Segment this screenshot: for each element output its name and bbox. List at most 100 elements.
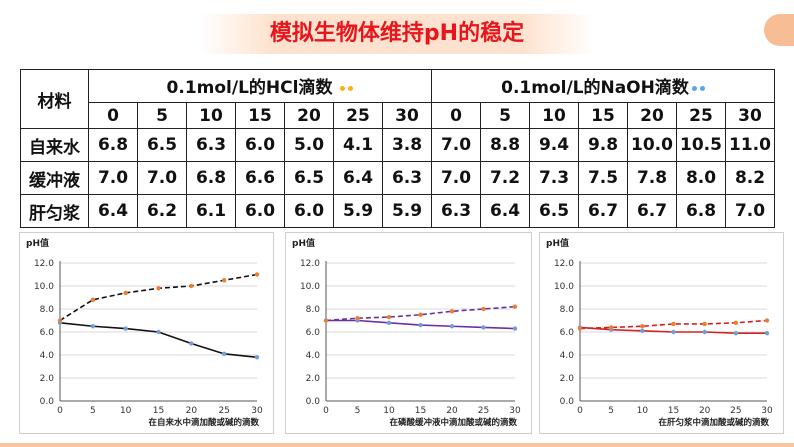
data-point-hcl — [702, 329, 707, 335]
data-point-naoh — [189, 283, 194, 289]
data-point-naoh — [418, 312, 423, 317]
y-tick-label: 2.0 — [40, 374, 55, 384]
drops-cell: 10 — [529, 101, 579, 130]
naoh-value-cell: 6.4 — [480, 194, 530, 228]
drops-cell: 20 — [284, 101, 334, 130]
material-name: 自来水 — [20, 128, 89, 163]
y-tick-label: 8.0 — [306, 305, 321, 315]
drops-cell: 30 — [382, 101, 432, 130]
drops-cell: 15 — [578, 101, 628, 130]
data-point-hcl — [640, 328, 645, 334]
data-point-hcl — [386, 320, 392, 325]
series-line-hcl — [59, 322, 258, 359]
hcl-header: 0.1mol/L的HCl滴数 — [88, 69, 432, 103]
hcl-value-cell: 6.2 — [137, 194, 187, 228]
page-title: 模拟生物体维持pH的稳定 — [269, 21, 525, 46]
x-axis-label: 在肝匀浆中滴加酸或碱的滴数 — [658, 417, 769, 428]
x-tick-label: 0 — [323, 406, 329, 416]
x-axis-label: 在自来水中滴加酸或碱的滴数 — [148, 417, 259, 428]
y-tick-label: 12.0 — [34, 259, 54, 269]
data-point-naoh — [733, 320, 739, 325]
hcl-value-cell: 6.4 — [88, 194, 138, 228]
hcl-value-cell: 6.8 — [186, 161, 236, 196]
drops-cell: 20 — [627, 101, 677, 130]
y-tick-label: 8.0 — [560, 305, 575, 315]
decorative-bar — [764, 14, 794, 46]
naoh-value-cell: 9.8 — [578, 128, 628, 163]
y-tick-label: 12.0 — [554, 259, 574, 269]
chart-liver: pH值 0.0 2.0 4.0 6.0 8.0 10.0 12.0 0 5 10 15 20 25 30 在肝… — [539, 232, 784, 434]
hcl-value-cell: 6.4 — [333, 161, 383, 196]
x-tick-label: 15 — [153, 406, 164, 416]
hcl-value-cell: 6.6 — [235, 161, 285, 196]
hcl-value-cell: 6.3 — [186, 128, 236, 163]
y-tick-label: 2.0 — [306, 374, 321, 384]
y-tick-label: 10.0 — [34, 282, 54, 292]
data-point-naoh — [671, 321, 676, 327]
data-point-hcl — [512, 326, 518, 331]
data-point-naoh — [90, 297, 96, 302]
data-point-hcl — [449, 324, 455, 329]
ph-data-table: 材料 0.1mol/L的HCl滴数 0.1mol/L的NaOH滴数 0 5 10 15 20 2… — [20, 68, 775, 228]
table-row: 自来水 6.8 6.5 6.3 6.0 5.0 4.1 3.8 7.0 8.8 9.4 9.8 10.0… — [20, 128, 775, 163]
chart-tap-water: pH值 0.0 2.0 4.0 6.0 8.0 10.0 12.0 0 5 10 15 20 25 30 在自… — [19, 232, 274, 434]
x-axis-label: 在磷酸缓冲液中滴加酸或碱的滴数 — [389, 417, 517, 428]
y-tick-label: 0.0 — [306, 397, 321, 407]
y-tick-label: 6.0 — [40, 328, 55, 338]
x-tick-label: 15 — [668, 406, 679, 416]
x-tick-label: 15 — [415, 406, 426, 416]
data-point-naoh — [481, 306, 486, 312]
data-point-hcl — [671, 329, 676, 335]
hcl-value-cell: 5.0 — [284, 128, 334, 163]
chart-buffer: pH值 0.0 2.0 4.0 6.0 8.0 10.0 12.0 0 5 10 15 20 25 30 在磷… — [285, 232, 532, 434]
hcl-value-cell: 6.0 — [235, 128, 285, 163]
naoh-value-cell: 6.7 — [627, 194, 677, 228]
hcl-value-cell: 6.1 — [186, 194, 236, 228]
naoh-value-cell: 11.0 — [725, 128, 775, 163]
data-point-hcl — [221, 351, 227, 357]
x-tick-label: 30 — [509, 406, 521, 416]
x-tick-label: 10 — [120, 406, 132, 416]
naoh-value-cell: 8.8 — [480, 128, 530, 163]
data-point-naoh — [608, 325, 614, 330]
hcl-value-cell: 7.0 — [88, 161, 138, 196]
hcl-value-cell: 4.1 — [333, 128, 383, 163]
x-tick-label: 10 — [637, 406, 649, 416]
naoh-value-cell: 7.0 — [431, 128, 481, 163]
y-tick-label: 4.0 — [306, 351, 321, 361]
hcl-value-cell: 6.5 — [284, 161, 334, 196]
drops-cell: 25 — [333, 101, 383, 130]
blue-dot-icon — [691, 85, 697, 91]
naoh-value-cell: 6.3 — [431, 194, 481, 228]
data-point-hcl — [254, 355, 260, 360]
title-banner: 模拟生物体维持pH的稳定 — [0, 12, 794, 56]
data-point-hcl — [733, 330, 739, 336]
naoh-value-cell: 10.0 — [627, 128, 677, 163]
data-point-hcl — [418, 322, 423, 328]
series-line-naoh — [59, 273, 258, 322]
chart-liver-svg: pH值 0.0 2.0 4.0 6.0 8.0 10.0 12.0 0 5 10 15 20 25 30在肝… — [546, 237, 773, 428]
naoh-header-label: 0.1mol/L的NaOH滴数 — [501, 78, 689, 99]
data-point-naoh — [577, 326, 583, 331]
naoh-value-cell: 6.7 — [578, 194, 628, 228]
naoh-value-cell: 6.8 — [676, 194, 726, 228]
yellow-dot-icon — [340, 85, 346, 91]
data-point-naoh — [764, 318, 770, 323]
data-point-naoh — [221, 278, 227, 283]
y-tick-label: 4.0 — [560, 351, 575, 361]
data-point-naoh — [254, 272, 260, 277]
x-tick-label: 25 — [478, 406, 489, 416]
x-tick-label: 0 — [57, 406, 63, 416]
y-tick-label: 0.0 — [560, 397, 575, 407]
x-tick-label: 30 — [761, 406, 773, 416]
x-tick-label: 25 — [218, 406, 229, 416]
drops-cell: 30 — [725, 101, 775, 130]
data-point-naoh — [156, 286, 161, 291]
data-point-naoh — [512, 304, 518, 309]
x-tick-label: 5 — [608, 406, 614, 416]
hcl-value-cell: 5.9 — [333, 194, 383, 228]
data-point-naoh — [123, 290, 128, 296]
material-header: 材料 — [20, 68, 89, 130]
naoh-value-cell: 9.4 — [529, 128, 579, 163]
hcl-value-cell: 6.5 — [137, 128, 187, 163]
